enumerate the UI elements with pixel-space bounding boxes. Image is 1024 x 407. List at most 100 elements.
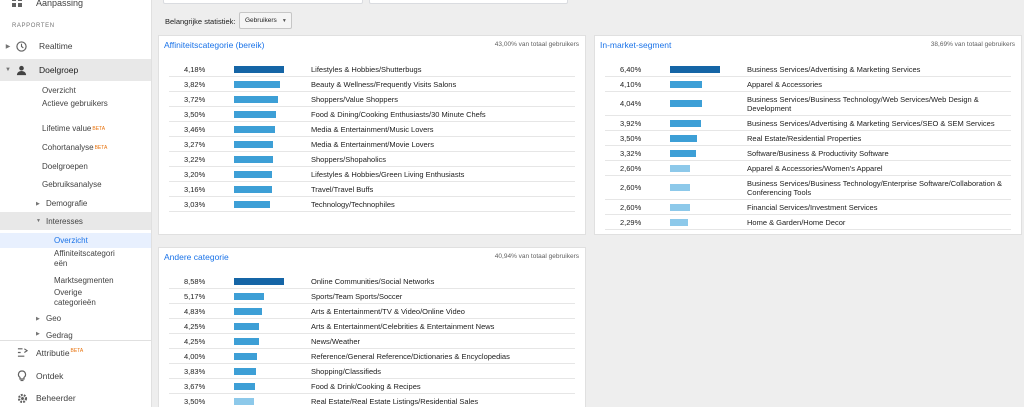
row-label[interactable]: Business Services/Business Technology/En…	[747, 178, 1002, 197]
row-percentage: 4,04%	[620, 99, 642, 108]
row-label[interactable]: Technology/Technophiles	[311, 199, 395, 209]
row-percentage: 4,10%	[620, 79, 642, 89]
sidebar-item-customization[interactable]: Aanpassing	[0, 0, 151, 10]
sidebar-item-audience[interactable]: ▼ Doelgroep	[0, 59, 151, 81]
row-bar	[670, 203, 690, 211]
row-label[interactable]: Business Services/Advertising & Marketin…	[747, 118, 995, 128]
row-percentage: 3,27%	[184, 139, 206, 149]
table-row: 4,83% Arts & Entertainment/TV & Video/Onl…	[169, 304, 575, 319]
key-metric-label: Belangrijke statistiek:	[165, 17, 236, 26]
row-percentage: 2,60%	[620, 183, 642, 192]
sidebar-item-label: Doelgroep	[39, 65, 79, 75]
row-label[interactable]: Sports/Team Sports/Soccer	[311, 291, 403, 301]
row-bar	[234, 322, 259, 330]
sidebar-item-realtime[interactable]: ▶ Realtime	[0, 35, 151, 57]
sidebar-item-interests[interactable]: ▼ Interesses	[0, 212, 151, 230]
sidebar-item-usage[interactable]: Gebruiksanalyse	[42, 180, 102, 189]
row-bar	[234, 110, 276, 118]
row-bar	[670, 149, 696, 157]
other-panel: Andere categorie 40,94% van totaal gebru…	[158, 247, 586, 407]
row-label[interactable]: Shopping/Classifieds	[311, 366, 382, 376]
panel-title[interactable]: Affiniteitscategorie (bereik)	[164, 40, 265, 50]
sidebar-item-audiences[interactable]: Doelgroepen	[42, 162, 88, 171]
row-bar	[670, 100, 702, 107]
row-label[interactable]: Real Estate/Residential Properties	[747, 133, 862, 143]
row-label[interactable]: Lifestyles & Hobbies/Shutterbugs	[311, 64, 422, 74]
row-label[interactable]: Food & Dining/Cooking Enthusiasts/30 Min…	[311, 109, 486, 119]
row-bar	[234, 352, 257, 360]
sidebar-item-label: AttributieBETA	[36, 348, 83, 358]
row-percentage: 3,83%	[184, 366, 206, 376]
row-label[interactable]: Business Services/Business Technology/We…	[747, 94, 979, 113]
table-row: 3,50% Real Estate/Residential Properties	[605, 131, 1011, 146]
table-row: 3,20% Lifestyles & Hobbies/Green Living E…	[169, 167, 575, 182]
row-label[interactable]: Shoppers/Value Shoppers	[311, 94, 399, 104]
row-bar	[670, 80, 702, 88]
panel-title[interactable]: In-market-segment	[600, 40, 672, 50]
sidebar-item-label: Beheerder	[36, 393, 76, 403]
table-row: 3,72% Shoppers/Value Shoppers	[169, 92, 575, 107]
row-label[interactable]: Software/Business & Productivity Softwar…	[747, 148, 889, 158]
row-label[interactable]: Food & Drink/Cooking & Recipes	[311, 381, 421, 391]
sidebar-item-demographics[interactable]: ▶ Demografie	[0, 197, 151, 210]
row-label[interactable]: News/Weather	[311, 336, 361, 346]
sidebar-item-admin[interactable]: Beheerder	[0, 386, 151, 407]
row-label[interactable]: Apparel & Accessories/Women's Apparel	[747, 163, 883, 173]
row-label[interactable]: Business Services/Advertising & Marketin…	[747, 64, 921, 74]
row-label[interactable]: Arts & Entertainment/Celebrities & Enter…	[311, 321, 495, 331]
row-percentage: 3,22%	[184, 154, 206, 164]
table-row: 3,46% Media & Entertainment/Music Lovers	[169, 122, 575, 137]
sidebar-item-active-users[interactable]: Actieve gebruikers	[42, 99, 108, 108]
row-label[interactable]: Real Estate/Real Estate Listings/Residen…	[311, 396, 479, 406]
row-percentage: 3,67%	[184, 381, 206, 391]
row-percentage: 2,29%	[620, 217, 642, 227]
sidebar-item-behavior[interactable]: ▶ Gedrag	[0, 331, 151, 340]
sidebar-item-label: Cohortanalyse	[42, 143, 94, 152]
sidebar-item-attribution[interactable]: AttributieBETA	[0, 340, 151, 364]
table-row: 3,50% Real Estate/Real Estate Listings/Re…	[169, 394, 575, 407]
sidebar-item-other-categories[interactable]: Overige categorieën	[54, 288, 96, 307]
table-row: 2,60% Financial Services/Investment Servi…	[605, 200, 1011, 215]
row-label[interactable]: Travel/Travel Buffs	[311, 184, 374, 194]
sidebar-item-overview[interactable]: Overzicht	[42, 86, 76, 95]
row-label[interactable]: Beauty & Wellness/Frequently Visits Salo…	[311, 79, 457, 89]
row-label[interactable]: Financial Services/Investment Services	[747, 202, 878, 212]
row-label[interactable]: Arts & Entertainment/TV & Video/Online V…	[311, 306, 465, 316]
row-label[interactable]: Lifestyles & Hobbies/Green Living Enthus…	[311, 169, 465, 179]
sidebar-item-market-segments[interactable]: Marktsegmenten	[54, 276, 114, 285]
date-range-box[interactable]	[163, 0, 363, 4]
row-label[interactable]: Home & Garden/Home Decor	[747, 217, 846, 227]
customization-icon	[12, 0, 22, 9]
row-label[interactable]: Reference/General Reference/Dictionaries…	[311, 351, 510, 361]
table-row: 4,25% Arts & Entertainment/Celebrities & …	[169, 319, 575, 334]
row-bar	[234, 95, 278, 103]
row-percentage: 2,60%	[620, 202, 642, 212]
panel-title[interactable]: Andere categorie	[164, 252, 229, 262]
chevron-right-icon: ▶	[36, 315, 40, 322]
row-label[interactable]: Apparel & Accessories	[747, 79, 823, 89]
row-bar	[670, 164, 690, 172]
table-row: 3,32% Software/Business & Productivity So…	[605, 146, 1011, 161]
sidebar-item-geo[interactable]: ▶ Geo	[0, 312, 151, 325]
row-label[interactable]: Shoppers/Shopaholics	[311, 154, 387, 164]
row-label[interactable]: Online Communities/Social Networks	[311, 276, 435, 286]
sidebar-item-interests-overview[interactable]: Overzicht	[0, 233, 151, 248]
sidebar-item-label: Interesses	[46, 216, 83, 226]
comparison-box[interactable]	[369, 0, 568, 4]
row-percentage: 8,58%	[184, 276, 206, 286]
sidebar-item-discover[interactable]: Ontdek	[0, 364, 151, 388]
section-label-reports: RAPPORTEN	[12, 23, 55, 29]
row-label[interactable]: Media & Entertainment/Music Lovers	[311, 124, 434, 134]
sidebar-item-lifetime-value[interactable]: Lifetime value BETA	[0, 122, 151, 135]
row-label[interactable]: Media & Entertainment/Movie Lovers	[311, 139, 434, 149]
row-percentage: 4,25%	[184, 321, 206, 331]
table-row: 4,25% News/Weather	[169, 334, 575, 349]
sidebar-item-affinity[interactable]: Affiniteitscategorieën	[54, 249, 115, 268]
sidebar-item-label: Ontdek	[36, 371, 64, 381]
row-bar	[234, 170, 272, 178]
table-row: 3,82% Beauty & Wellness/Frequently Visits…	[169, 77, 575, 92]
key-metric-select[interactable]: Gebruikers ▼	[239, 12, 292, 29]
sidebar-item-cohort[interactable]: Cohortanalyse BETA	[0, 141, 151, 154]
attribution-icon	[16, 347, 28, 358]
row-bar	[234, 292, 264, 300]
